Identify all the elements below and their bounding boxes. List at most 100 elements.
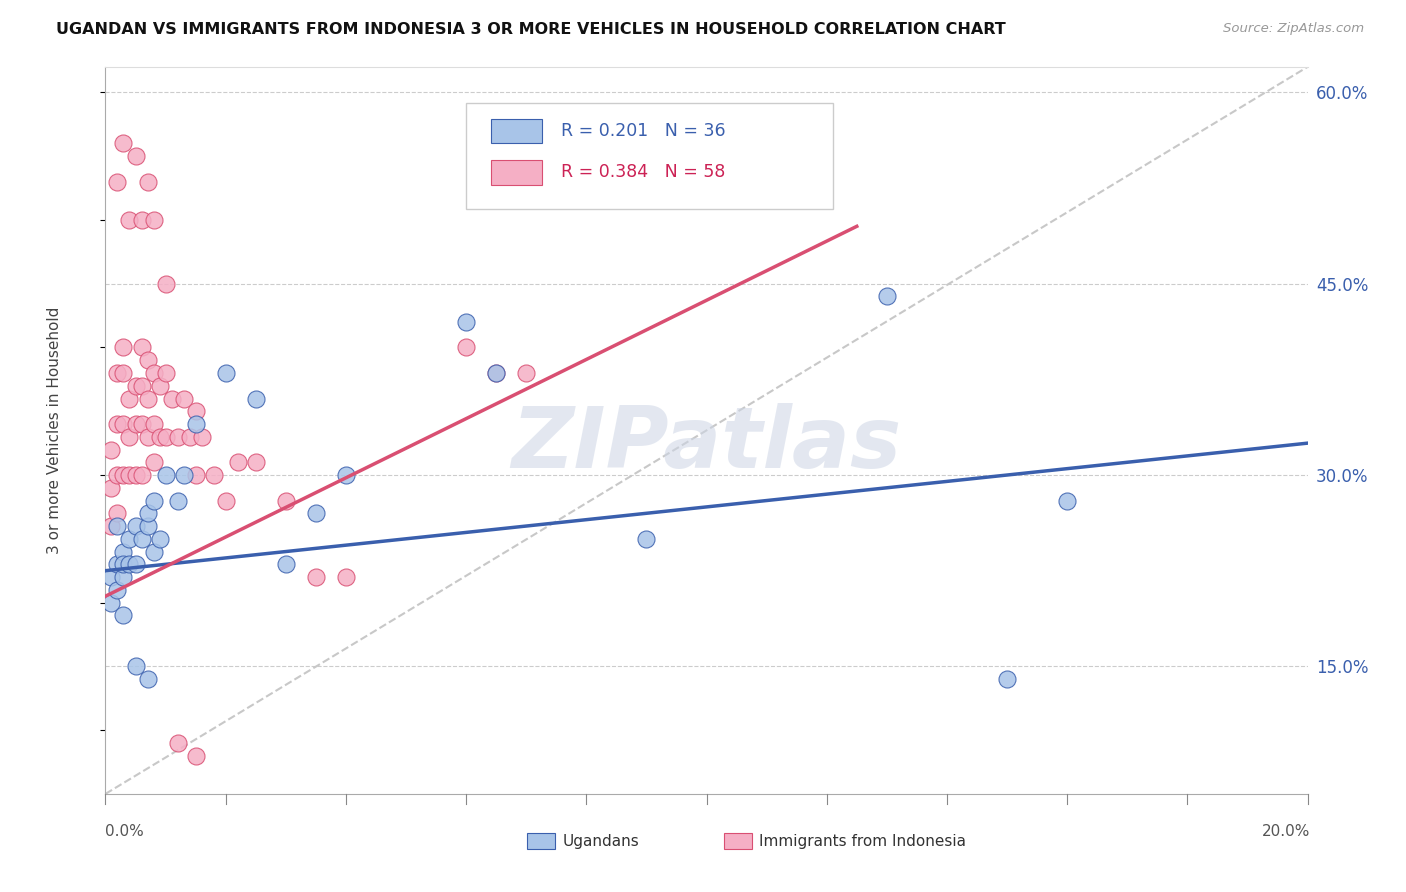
Point [305,570,328,584]
Point [124,519,146,533]
Point [142,544,165,558]
Point [335,570,357,584]
Point [118,558,141,572]
Point [166,430,188,444]
Point [160,392,183,406]
Text: R = 0.384   N = 58: R = 0.384 N = 58 [561,163,725,181]
Point [124,558,146,572]
Point [155,366,177,380]
Point [131,341,153,355]
Point [124,417,146,431]
Point [214,366,236,380]
Point [184,404,207,418]
Point [142,455,165,469]
Point [305,506,328,520]
FancyBboxPatch shape [465,103,832,209]
Point [485,366,508,380]
Point [107,506,129,520]
Point [214,493,236,508]
Text: Source: ZipAtlas.com: Source: ZipAtlas.com [1223,22,1364,36]
Point [136,175,159,189]
Point [124,468,146,483]
Point [118,430,141,444]
Point [274,493,297,508]
Point [118,468,141,483]
Point [107,468,129,483]
Point [124,659,146,673]
Point [155,277,177,291]
Text: ZIPatlas: ZIPatlas [512,403,901,486]
Point [184,748,207,763]
Point [107,175,129,189]
Point [118,392,141,406]
Point [148,532,170,546]
Text: 0.0%: 0.0% [105,824,145,838]
Point [136,430,159,444]
Point [155,468,177,483]
Text: Immigrants from Indonesia: Immigrants from Indonesia [759,834,966,848]
Point [142,493,165,508]
Point [274,558,297,572]
Point [454,315,477,329]
Point [131,468,153,483]
Text: R = 0.201   N = 36: R = 0.201 N = 36 [561,122,725,140]
Text: 3 or more Vehicles in Household: 3 or more Vehicles in Household [48,307,62,554]
Point [173,392,195,406]
Point [166,493,188,508]
Point [245,455,267,469]
Point [107,519,129,533]
Point [148,430,170,444]
Point [636,532,658,546]
Point [131,417,153,431]
Point [136,672,159,686]
FancyBboxPatch shape [491,160,541,185]
Point [118,532,141,546]
Point [100,481,122,495]
Point [184,468,207,483]
Point [155,430,177,444]
Point [1056,493,1078,508]
Point [515,366,537,380]
Point [136,519,159,533]
Point [107,417,129,431]
Point [136,353,159,368]
Point [142,417,165,431]
Point [100,570,122,584]
Point [124,378,146,392]
Point [226,455,249,469]
Point [112,468,135,483]
Point [112,570,135,584]
Text: 20.0%: 20.0% [1263,824,1310,838]
Point [112,341,135,355]
Text: UGANDAN VS IMMIGRANTS FROM INDONESIA 3 OR MORE VEHICLES IN HOUSEHOLD CORRELATION: UGANDAN VS IMMIGRANTS FROM INDONESIA 3 O… [56,22,1005,37]
Point [118,213,141,227]
FancyBboxPatch shape [491,119,541,144]
Point [202,468,225,483]
Text: Ugandans: Ugandans [562,834,640,848]
Point [136,392,159,406]
Point [245,392,267,406]
Point [112,544,135,558]
Point [148,378,170,392]
Point [107,582,129,597]
Point [454,341,477,355]
Point [107,366,129,380]
Point [112,558,135,572]
Point [136,506,159,520]
Point [485,366,508,380]
Point [179,430,201,444]
Point [166,736,188,750]
Point [100,442,122,457]
Point [131,378,153,392]
Point [107,558,129,572]
Point [876,289,898,303]
Point [112,136,135,151]
Point [184,417,207,431]
Point [131,213,153,227]
Point [335,468,357,483]
Point [142,366,165,380]
Point [100,519,122,533]
Point [131,532,153,546]
Point [112,608,135,623]
Point [142,213,165,227]
